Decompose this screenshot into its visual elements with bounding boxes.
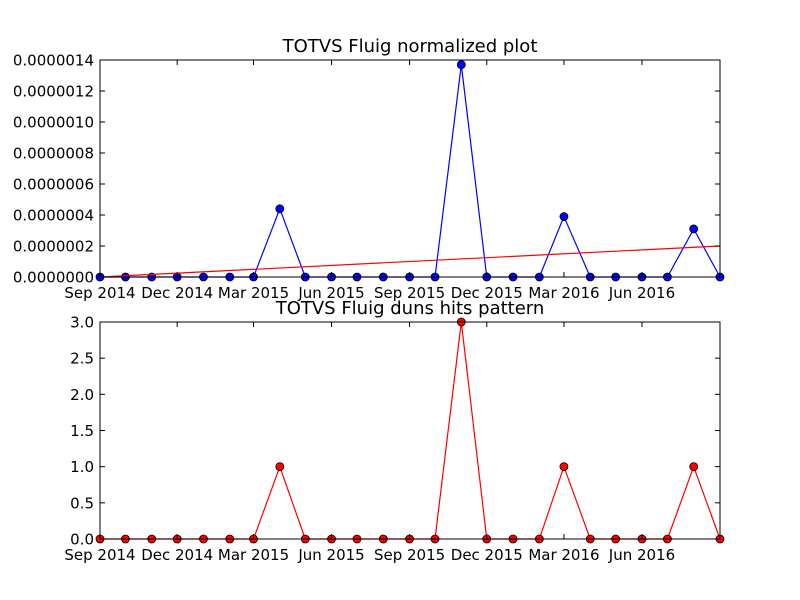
duns-hits-x-tick-label: Jun 2016 bbox=[608, 546, 675, 564]
normalized-x-tick-label: Sep 2014 bbox=[64, 284, 135, 302]
duns-hits-y-tick-label: 2.5 bbox=[70, 350, 94, 368]
normalized-y-tick-label: 0.0000008 bbox=[13, 145, 94, 163]
duns-hits-y-tick-label: 3.0 bbox=[70, 314, 94, 332]
duns-hits-x-tick-label: Dec 2014 bbox=[141, 546, 213, 564]
normalized-y-tick-label: 0.0000004 bbox=[13, 207, 94, 225]
normalized-x-tick-label: Dec 2014 bbox=[141, 284, 213, 302]
normalized-x-tick-label: Jun 2015 bbox=[297, 284, 364, 302]
normalized-x-tick-label: Jun 2016 bbox=[608, 284, 675, 302]
normalized-data-point-7 bbox=[275, 204, 285, 214]
normalized-x-tick-label: Mar 2015 bbox=[218, 284, 289, 302]
duns-hits-x-tick-label: Dec 2015 bbox=[451, 546, 523, 564]
duns-hits-x-tick-label: Mar 2015 bbox=[218, 546, 289, 564]
duns-hits-y-tick-label: 0.0 bbox=[70, 531, 94, 549]
duns-hits-x-tick-label: Mar 2016 bbox=[528, 546, 599, 564]
normalized-data-point-14 bbox=[456, 60, 466, 70]
duns-hits-y-tick-label: 2.0 bbox=[70, 386, 94, 404]
duns-hits-chart: TOTVS Fluig duns hits pattern 0.0 0.5 1.0 1… bbox=[64, 298, 725, 564]
normalized-x-tick-label: Mar 2016 bbox=[528, 284, 599, 302]
normalized-series-1-line bbox=[99, 245, 721, 278]
normalized-x-tick-label: Dec 2015 bbox=[451, 284, 523, 302]
normalized-plot-chart: TOTVS Fluig normalized plot 0.0000000 0.0… bbox=[13, 36, 725, 302]
normalized-y-tick-label: 0.0000010 bbox=[13, 114, 94, 132]
duns-hits-data-point-7 bbox=[275, 462, 285, 472]
normalized-plot-title: TOTVS Fluig normalized plot bbox=[282, 36, 538, 57]
duns-hits-x-tick-label: Sep 2015 bbox=[374, 546, 445, 564]
normalized-y-tick-label: 0.0000006 bbox=[13, 176, 94, 194]
normalized-data-point-23 bbox=[689, 224, 699, 234]
duns-hits-data-point-23 bbox=[689, 462, 699, 472]
normalized-y-tick-label: 0.0000002 bbox=[13, 238, 94, 256]
normalized-y-tick-label: 0.0000000 bbox=[13, 269, 94, 287]
duns-hits-y-tick-label: 1.0 bbox=[70, 458, 94, 476]
duns-hits-x-tick-label: Sep 2014 bbox=[64, 546, 135, 564]
normalized-y-tick-label: 0.0000014 bbox=[13, 52, 94, 70]
normalized-y-tick-label: 0.0000012 bbox=[13, 83, 94, 101]
duns-hits-title: TOTVS Fluig duns hits pattern bbox=[275, 298, 545, 319]
duns-hits-data-point-18 bbox=[559, 462, 569, 472]
duns-hits-x-tick-label: Jun 2015 bbox=[297, 546, 364, 564]
normalized-x-tick-label: Sep 2015 bbox=[374, 284, 445, 302]
duns-hits-y-tick-label: 0.5 bbox=[70, 494, 94, 512]
duns-hits-y-tick-label: 1.5 bbox=[70, 422, 94, 440]
normalized-data-point-18 bbox=[559, 212, 569, 221]
